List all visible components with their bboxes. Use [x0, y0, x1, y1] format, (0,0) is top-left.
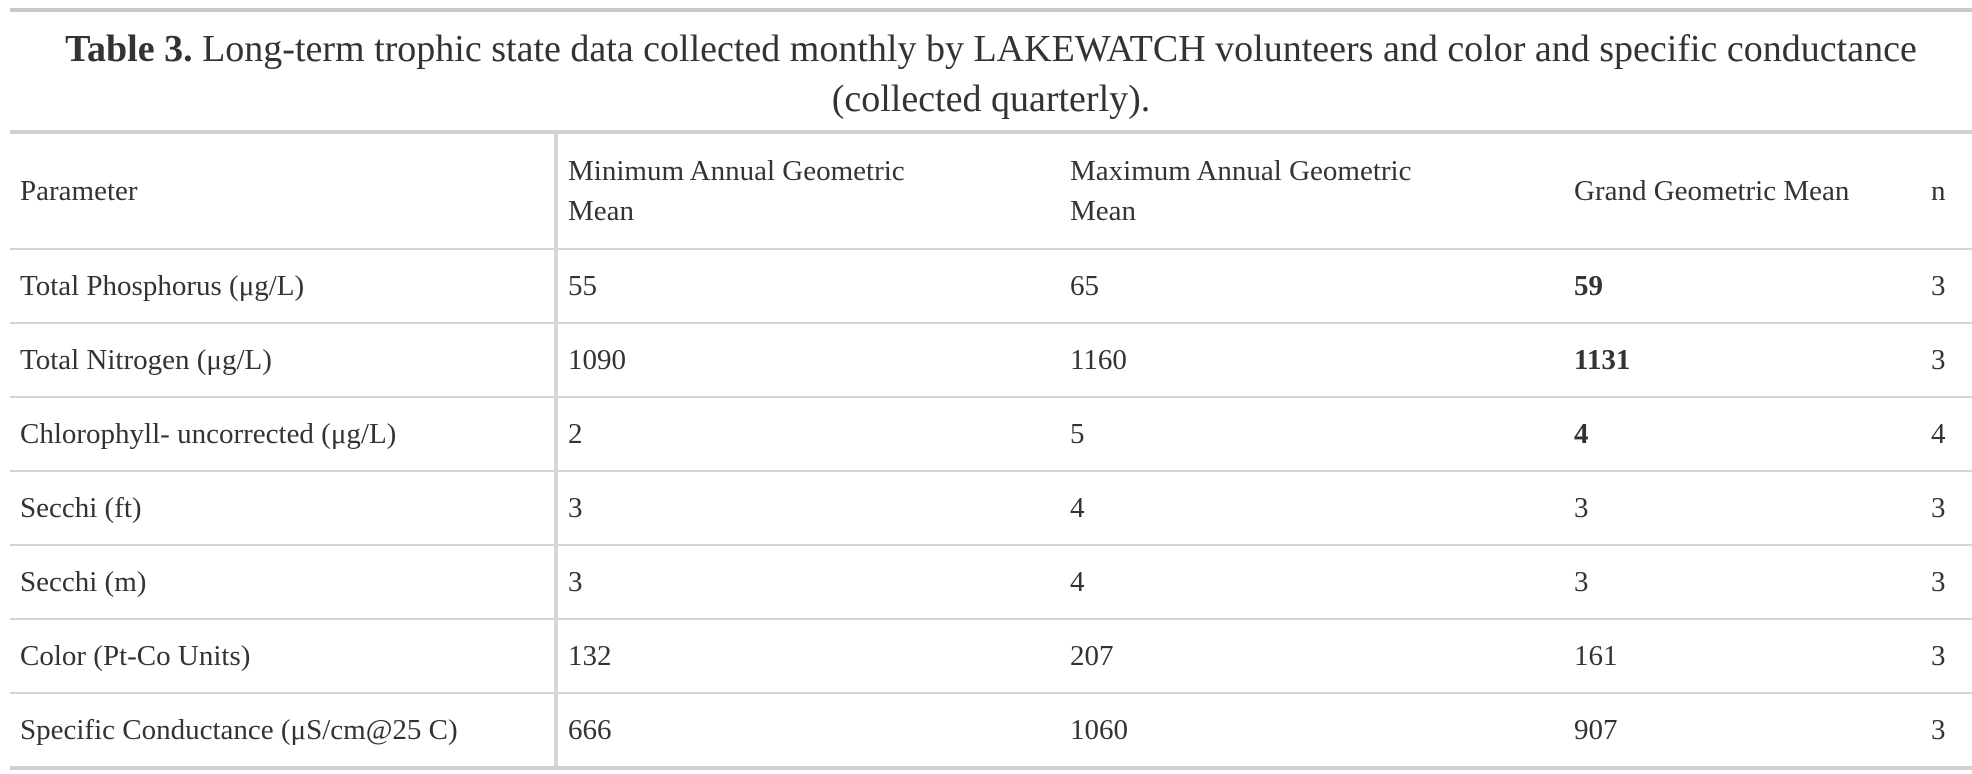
cell-max: 1060	[1060, 693, 1564, 770]
cell-n: 3	[1921, 323, 1972, 398]
cell-max: 4	[1060, 471, 1564, 546]
header-parameter: Parameter	[10, 134, 558, 250]
cell-parameter: Secchi (m)	[10, 545, 558, 620]
table-figure: Table 3. Long-term trophic state data co…	[10, 8, 1972, 770]
cell-parameter: Total Nitrogen (μg/L)	[10, 323, 558, 398]
cell-n: 3	[1921, 545, 1972, 620]
cell-grand: 1131	[1564, 323, 1921, 398]
cell-min: 132	[556, 619, 1060, 694]
table-row: Specific Conductance (μS/cm@25 C) 666 10…	[10, 693, 1972, 770]
caption-label: Table 3.	[65, 28, 193, 70]
table-row: Color (Pt-Co Units) 132 207 161 3	[10, 619, 1972, 694]
cell-parameter: Color (Pt-Co Units)	[10, 619, 558, 694]
cell-max: 65	[1060, 249, 1564, 324]
cell-parameter: Secchi (ft)	[10, 471, 558, 546]
caption-rule	[10, 130, 1972, 134]
header-n: n	[1921, 134, 1972, 250]
cell-n: 3	[1921, 619, 1972, 694]
cell-parameter: Chlorophyll- uncorrected (μg/L)	[10, 397, 558, 472]
cell-min: 3	[556, 545, 1060, 620]
table-row: Total Nitrogen (μg/L) 1090 1160 1131 3	[10, 323, 1972, 398]
table-row: Chlorophyll- uncorrected (μg/L) 2 5 4 4	[10, 397, 1972, 472]
table-row: Secchi (m) 3 4 3 3	[10, 545, 1972, 620]
cell-min: 1090	[556, 323, 1060, 398]
cell-n: 3	[1921, 249, 1972, 324]
table-row: Secchi (ft) 3 4 3 3	[10, 471, 1972, 546]
top-rule	[10, 8, 1972, 12]
cell-n: 3	[1921, 693, 1972, 770]
cell-grand: 907	[1564, 693, 1921, 770]
cell-max: 5	[1060, 397, 1564, 472]
cell-n: 3	[1921, 471, 1972, 546]
cell-parameter: Total Phosphorus (μg/L)	[10, 249, 558, 324]
header-min-label: Minimum Annual Geometric Mean	[568, 155, 905, 227]
cell-parameter: Specific Conductance (μS/cm@25 C)	[10, 693, 558, 770]
cell-grand: 3	[1564, 545, 1921, 620]
cell-grand: 3	[1564, 471, 1921, 546]
cell-min: 2	[556, 397, 1060, 472]
table-caption: Table 3. Long-term trophic state data co…	[10, 12, 1972, 130]
cell-max: 4	[1060, 545, 1564, 620]
cell-grand: 59	[1564, 249, 1921, 324]
caption-text: Long-term trophic state data collected m…	[192, 28, 1917, 120]
cell-max: 207	[1060, 619, 1564, 694]
header-row: Parameter Minimum Annual Geometric Mean …	[10, 134, 1972, 250]
cell-max: 1160	[1060, 323, 1564, 398]
cell-min: 55	[556, 249, 1060, 324]
data-table: Parameter Minimum Annual Geometric Mean …	[10, 134, 1972, 770]
cell-min: 3	[556, 471, 1060, 546]
table-row: Total Phosphorus (μg/L) 55 65 59 3	[10, 249, 1972, 324]
header-min-annual-geometric-mean: Minimum Annual Geometric Mean	[556, 134, 1060, 250]
cell-grand: 4	[1564, 397, 1921, 472]
cell-min: 666	[556, 693, 1060, 770]
cell-n: 4	[1921, 397, 1972, 472]
cell-grand: 161	[1564, 619, 1921, 694]
header-max-label: Maximum Annual Geometric Mean	[1070, 155, 1412, 227]
header-max-annual-geometric-mean: Maximum Annual Geometric Mean	[1060, 134, 1564, 250]
header-grand-geometric-mean: Grand Geometric Mean	[1564, 134, 1921, 250]
